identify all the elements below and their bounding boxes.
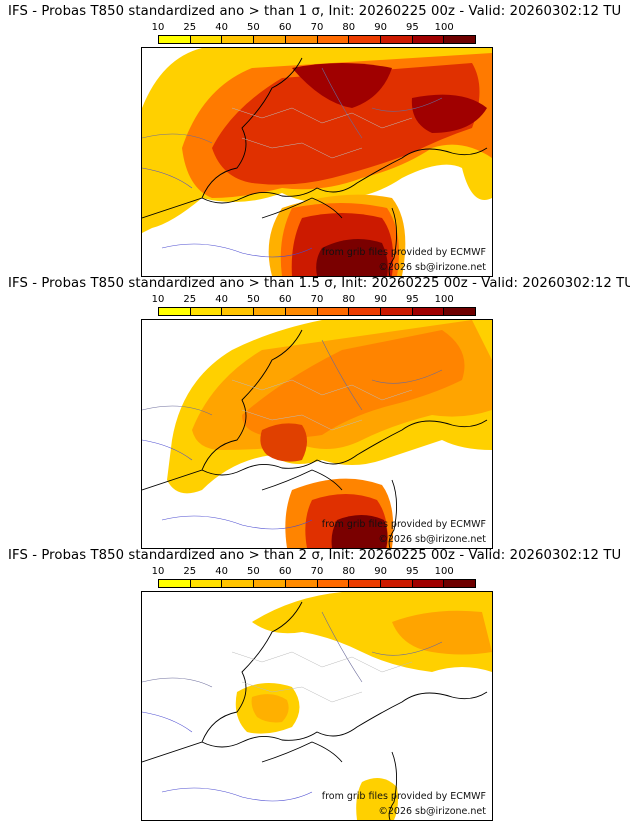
colorbar-segment — [444, 580, 476, 587]
colorbar-labels: 10 25 40 50 60 70 80 90 95 100 — [140, 566, 480, 578]
colorbar-segment — [380, 36, 413, 43]
colorbar-labels: 10 25 40 50 60 70 80 90 95 100 — [140, 22, 480, 34]
colorbar-segment — [317, 580, 350, 587]
colorbar-tick-label: 60 — [278, 294, 292, 305]
colorbar-segment — [412, 308, 445, 315]
colorbar-tick-label: 95 — [406, 294, 419, 305]
colorbar-segment — [159, 580, 191, 587]
colorbar-tick-label: 60 — [278, 566, 292, 577]
colorbar-segment — [349, 580, 381, 587]
map-panel-3: IFS - Probas T850 standardized ano > tha… — [0, 544, 630, 821]
colorbar-tick-label: 80 — [342, 294, 356, 305]
colorbar-tick-label: 95 — [406, 22, 419, 33]
colorbar-tick-label: 10 — [151, 566, 165, 577]
colorbar-tick-label: 100 — [434, 22, 454, 33]
colorbar-segment — [190, 580, 223, 587]
data-credit: from grib files provided by ECMWF — [321, 519, 486, 530]
colorbar-segment — [444, 308, 476, 315]
colorbar-segment — [190, 308, 223, 315]
colorbar-segment — [190, 36, 223, 43]
colorbar-tick-label: 50 — [247, 294, 260, 305]
panel-title: IFS - Probas T850 standardized ano > tha… — [8, 4, 622, 19]
colorbar-tick-label: 70 — [310, 22, 324, 33]
colorbar-tick-label: 90 — [374, 566, 387, 577]
map-panel-2: IFS - Probas T850 standardized ano > tha… — [0, 272, 630, 549]
colorbar-tick-label: 80 — [342, 22, 356, 33]
copyright-note: ©2026 sb@irizone.net — [378, 806, 486, 817]
panel-title: IFS - Probas T850 standardized ano > tha… — [8, 548, 622, 563]
colorbar-segment — [349, 308, 381, 315]
colorbar-tick-label: 25 — [183, 22, 197, 33]
colorbar-segment — [444, 36, 476, 43]
colorbar-segment — [380, 308, 413, 315]
colorbar-segment — [222, 36, 255, 43]
probability-map: from grib files provided by ECMWF ©2026 … — [141, 591, 493, 821]
colorbar-tick-label: 100 — [434, 294, 454, 305]
colorbar-segment — [317, 36, 350, 43]
colorbar-tick-label: 10 — [151, 22, 165, 33]
colorbar — [158, 307, 476, 316]
colorbar-segment — [222, 308, 255, 315]
data-credit: from grib files provided by ECMWF — [321, 247, 486, 258]
colorbar-tick-label: 60 — [278, 22, 292, 33]
colorbar-tick-label: 40 — [215, 566, 228, 577]
colorbar-tick-label: 25 — [183, 566, 197, 577]
colorbar-tick-label: 95 — [406, 566, 419, 577]
colorbar-segment — [285, 308, 318, 315]
colorbar — [158, 579, 476, 588]
colorbar-tick-label: 40 — [215, 22, 228, 33]
colorbar-labels: 10 25 40 50 60 70 80 90 95 100 — [140, 294, 480, 306]
colorbar-tick-label: 70 — [310, 566, 324, 577]
colorbar-tick-label: 25 — [183, 294, 197, 305]
colorbar-tick-label: 40 — [215, 294, 228, 305]
colorbar-tick-label: 70 — [310, 294, 324, 305]
data-credit: from grib files provided by ECMWF — [321, 791, 486, 802]
copyright-note: ©2026 sb@irizone.net — [378, 534, 486, 545]
probability-map: from grib files provided by ECMWF ©2026 … — [141, 319, 493, 549]
colorbar-tick-label: 100 — [434, 566, 454, 577]
colorbar-tick-label: 90 — [374, 22, 387, 33]
colorbar-segment — [222, 580, 255, 587]
copyright-note: ©2026 sb@irizone.net — [378, 262, 486, 273]
panel-title: IFS - Probas T850 standardized ano > tha… — [8, 276, 630, 291]
colorbar-segment — [285, 36, 318, 43]
map-panel-1: IFS - Probas T850 standardized ano > tha… — [0, 0, 630, 277]
colorbar-tick-label: 80 — [342, 566, 356, 577]
colorbar — [158, 35, 476, 44]
colorbar-segment — [159, 36, 191, 43]
colorbar-segment — [412, 36, 445, 43]
colorbar-tick-label: 50 — [247, 566, 260, 577]
colorbar-segment — [285, 580, 318, 587]
probability-map: from grib files provided by ECMWF ©2026 … — [141, 47, 493, 277]
colorbar-segment — [254, 308, 286, 315]
colorbar-tick-label: 90 — [374, 294, 387, 305]
colorbar-segment — [412, 580, 445, 587]
colorbar-tick-label: 50 — [247, 22, 260, 33]
colorbar-segment — [317, 308, 350, 315]
colorbar-segment — [380, 580, 413, 587]
colorbar-tick-label: 10 — [151, 294, 165, 305]
colorbar-segment — [349, 36, 381, 43]
colorbar-segment — [254, 580, 286, 587]
colorbar-segment — [254, 36, 286, 43]
colorbar-segment — [159, 308, 191, 315]
